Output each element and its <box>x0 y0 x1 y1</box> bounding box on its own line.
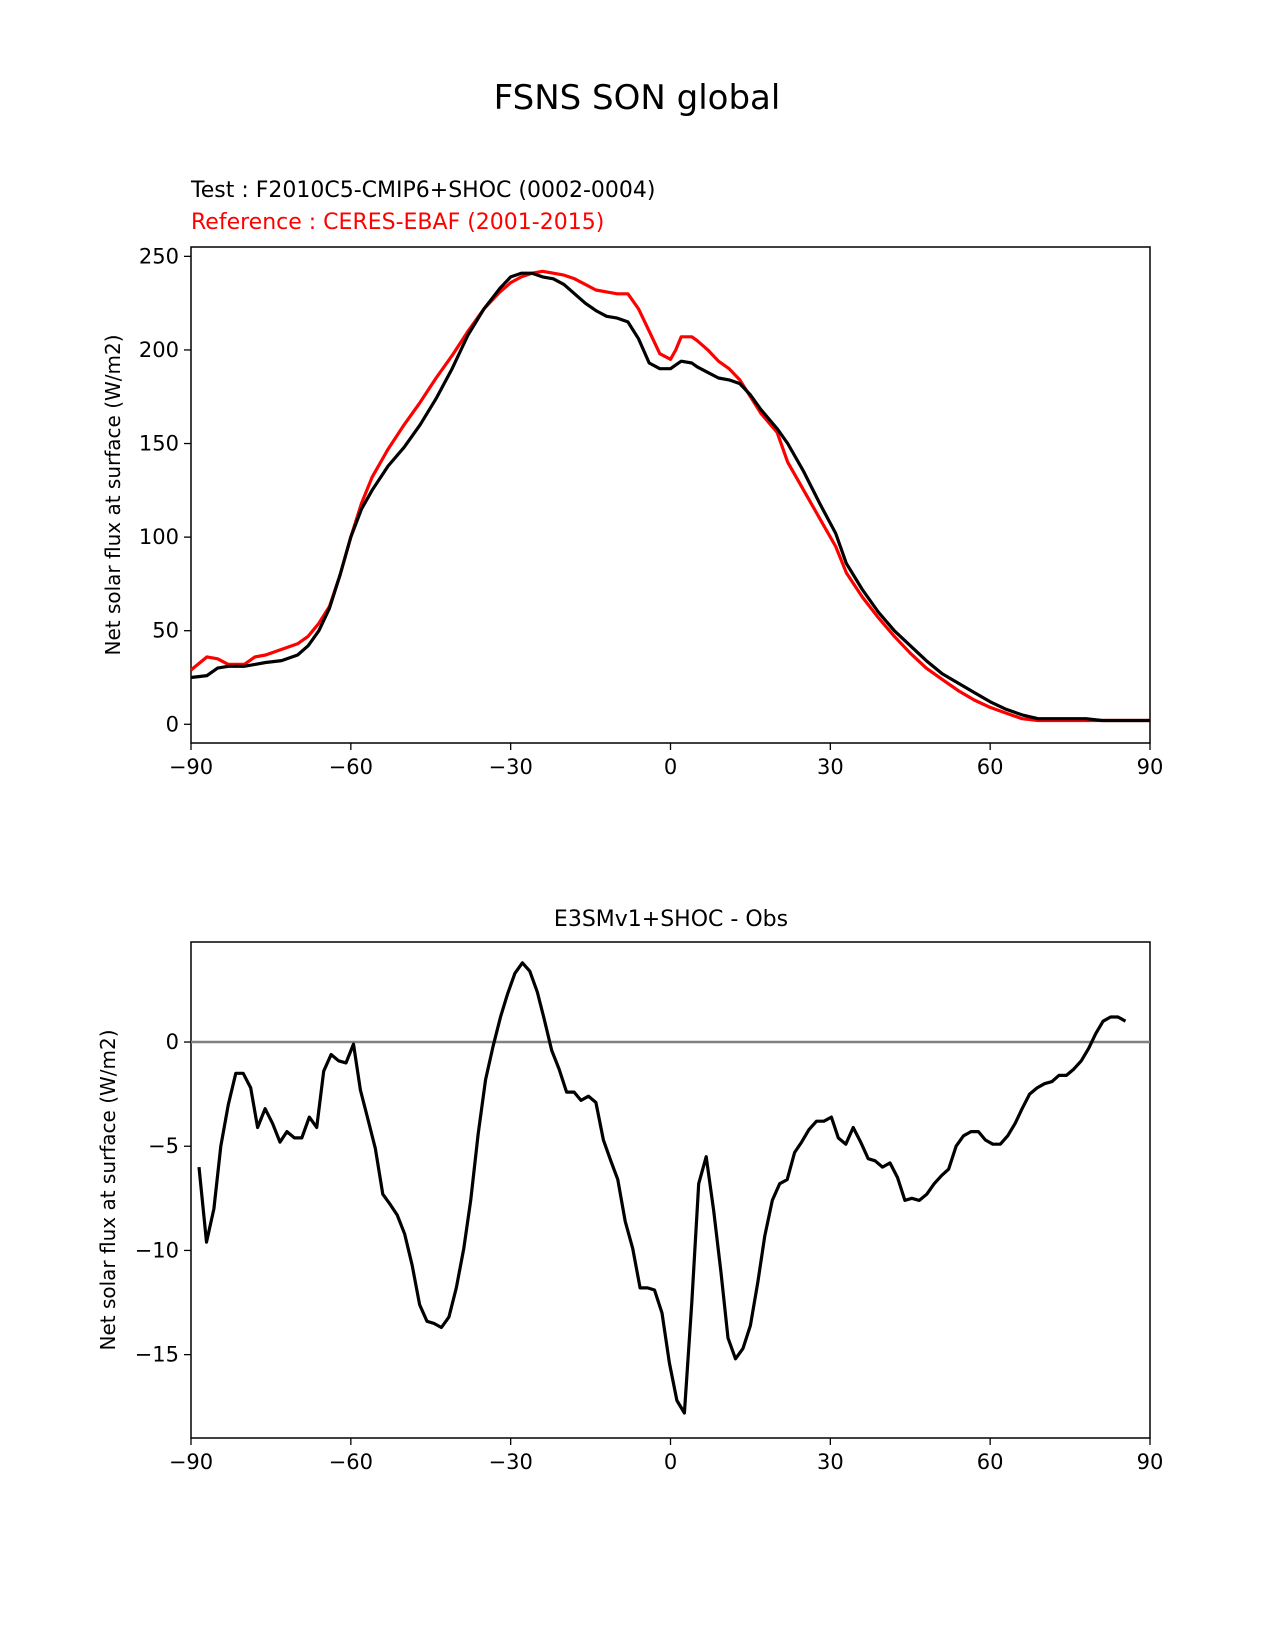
x-tick-label: 30 <box>817 755 844 779</box>
x-tick-label: −30 <box>489 755 533 779</box>
y-tick-label: 0 <box>166 1030 179 1054</box>
plot-frame <box>190 246 1151 744</box>
test-title: Test : F2010C5-CMIP6+SHOC (0002-0004) <box>190 178 655 203</box>
y-axis-label: Net solar flux at surface (W/m2) <box>96 1029 120 1350</box>
y-tick-label: 250 <box>139 244 179 268</box>
y-tick-label: −5 <box>148 1134 179 1158</box>
x-tick-label: 0 <box>664 755 677 779</box>
x-tick-label: 30 <box>817 1450 844 1474</box>
diff-series-line <box>197 961 1127 1415</box>
x-tick-label: 60 <box>977 755 1004 779</box>
x-tick-label: −60 <box>329 755 373 779</box>
y-tick-label: −15 <box>135 1343 179 1367</box>
panel-bottom: E3SMv1+SHOC - Obs −90 −60 −30 0 30 60 90 −15 −10… <box>96 907 1163 1474</box>
reference-series-line <box>189 269 1150 723</box>
x-tick-label: −90 <box>169 755 213 779</box>
reference-title: Reference : CERES-EBAF (2001-2015) <box>191 210 604 235</box>
y-tick-label: −10 <box>135 1238 179 1262</box>
y-tick-label: 50 <box>152 619 179 643</box>
x-tick-label: 90 <box>1137 1450 1164 1474</box>
x-tick-label: −30 <box>489 1450 533 1474</box>
y-axis-label: Net solar flux at surface (W/m2) <box>101 334 125 655</box>
test-series-line <box>190 271 1150 723</box>
diff-title: E3SMv1+SHOC - Obs <box>554 907 788 932</box>
panel-top: Test : F2010C5-CMIP6+SHOC (0002-0004) Re… <box>101 178 1163 779</box>
x-tick-label: 0 <box>664 1450 677 1474</box>
x-tick-label: 60 <box>977 1450 1004 1474</box>
x-tick-label: 90 <box>1137 755 1164 779</box>
x-tick-label: −90 <box>169 1450 213 1474</box>
y-tick-label: 150 <box>139 432 179 456</box>
y-tick-label: 200 <box>139 338 179 362</box>
y-tick-label: 100 <box>139 525 179 549</box>
y-tick-label: 0 <box>166 712 179 736</box>
figure-title: FSNS SON global <box>494 78 781 118</box>
x-tick-label: −60 <box>329 1450 373 1474</box>
